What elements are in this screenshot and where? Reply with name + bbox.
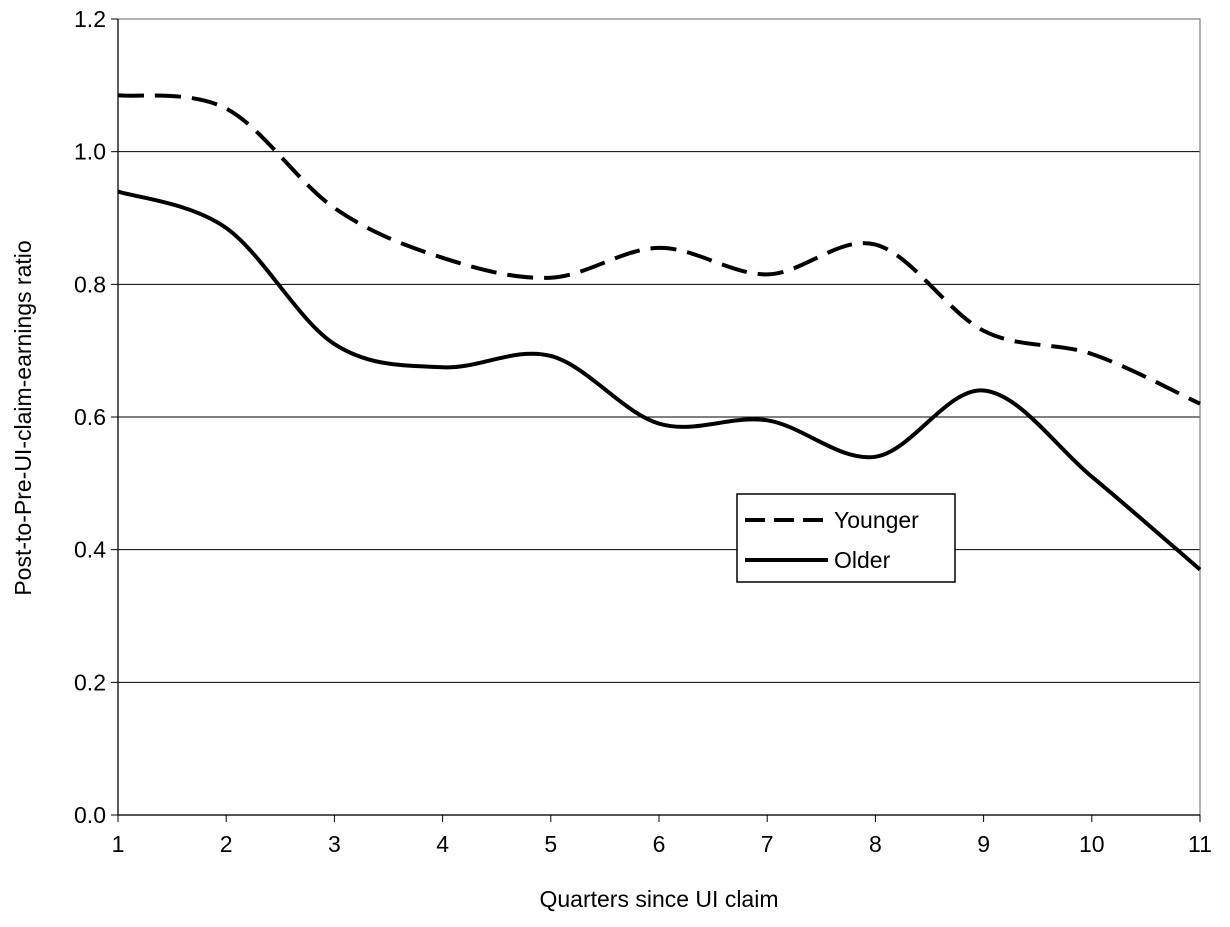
series-line-older — [117, 189, 1202, 572]
legend: Younger Older — [736, 493, 956, 583]
y-tick-label: 0.2 — [74, 669, 106, 695]
x-tick-label: 7 — [761, 831, 774, 857]
x-tick-label: 10 — [1079, 831, 1105, 857]
x-axis-ticks: 1 2 3 4 5 6 7 8 9 10 11 — [112, 815, 1212, 857]
legend-box — [736, 493, 956, 583]
x-tick-label: 11 — [1188, 831, 1212, 857]
x-tick-label: 6 — [653, 831, 666, 857]
y-tick-label: 1.0 — [74, 139, 106, 165]
series-lines — [117, 93, 1202, 572]
y-axis-title: Post-to-Pre-UI-claim-earnings ratio — [10, 240, 36, 595]
x-tick-label: 5 — [544, 831, 557, 857]
x-tick-label: 8 — [869, 831, 882, 857]
y-tick-label: 0.4 — [74, 537, 106, 563]
series-line-younger — [117, 93, 1201, 406]
x-tick-label: 1 — [112, 831, 125, 857]
y-tick-label: 1.2 — [74, 6, 106, 32]
x-tick-label: 3 — [328, 831, 341, 857]
x-axis-title: Quarters since UI claim — [539, 886, 778, 912]
legend-label-older: Older — [834, 547, 891, 573]
x-tick-label: 4 — [436, 831, 449, 857]
x-tick-label: 9 — [977, 831, 990, 857]
y-tick-label: 0.8 — [74, 271, 106, 297]
x-tick-label: 2 — [220, 831, 233, 857]
gridlines — [118, 18, 1200, 683]
y-tick-label: 0.6 — [74, 404, 106, 430]
legend-label-younger: Younger — [834, 507, 919, 533]
y-axis-ticks: 0.0 0.2 0.4 0.6 0.8 1.0 1.2 — [74, 6, 118, 828]
y-tick-label: 0.0 — [74, 802, 106, 828]
